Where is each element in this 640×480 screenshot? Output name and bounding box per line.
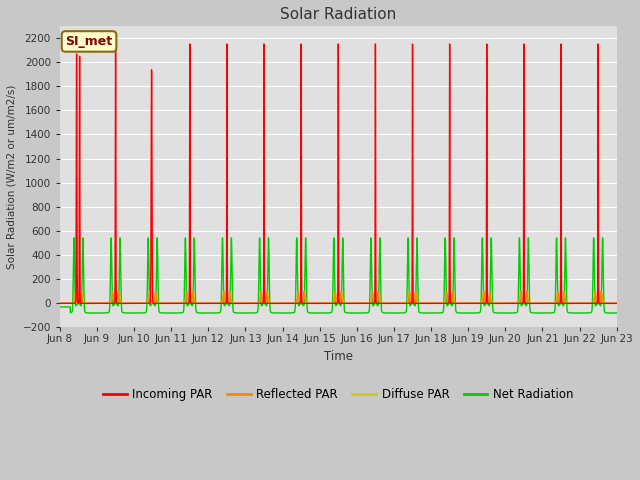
Legend: Incoming PAR, Reflected PAR, Diffuse PAR, Net Radiation: Incoming PAR, Reflected PAR, Diffuse PAR… <box>98 384 579 406</box>
Title: Solar Radiation: Solar Radiation <box>280 7 396 22</box>
Y-axis label: Solar Radiation (W/m2 or um/m2/s): Solar Radiation (W/m2 or um/m2/s) <box>7 84 17 269</box>
Text: SI_met: SI_met <box>65 35 113 48</box>
X-axis label: Time: Time <box>324 350 353 363</box>
